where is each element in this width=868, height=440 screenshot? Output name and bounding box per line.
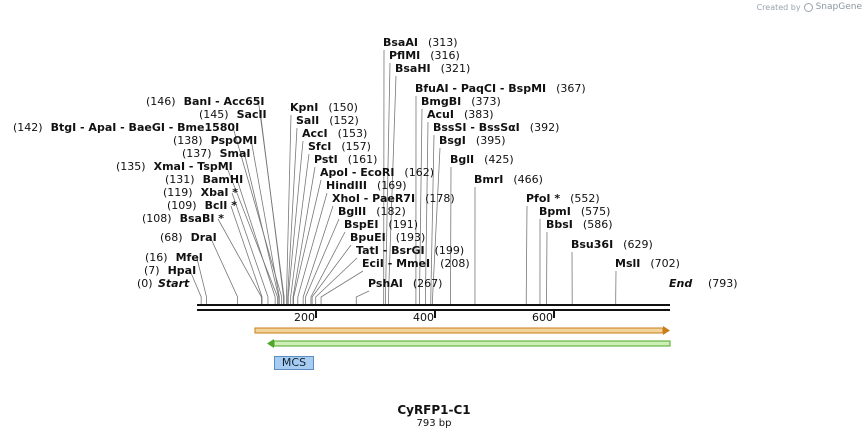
sequence-length: 793 bp xyxy=(416,418,452,429)
scale-tick-label: 200 xyxy=(294,311,315,324)
site-label-tati-bsrgi[interactable]: TatI - BsrGI (199) xyxy=(356,244,464,257)
site-label-xmai-tspmi[interactable]: (135) XmaI - TspMI xyxy=(116,160,233,173)
site-leader-line xyxy=(217,218,262,305)
site-label-bspei[interactable]: BspEI (191) xyxy=(344,218,418,231)
leader-lines xyxy=(189,49,617,305)
reverse-feature-arrow[interactable] xyxy=(267,339,671,348)
site-label-psti[interactable]: PstI (161) xyxy=(314,153,377,166)
site-label-mfei[interactable]: (16) MfeI xyxy=(145,251,203,264)
site-leader-line xyxy=(293,179,322,305)
site-label-bglii[interactable]: BglII (182) xyxy=(338,205,406,218)
site-label-xhoi-paer7i[interactable]: XhoI - PaeR7I (178) xyxy=(332,192,455,205)
start-label: Start xyxy=(158,277,190,290)
site-leader-line xyxy=(419,108,423,305)
site-label-acui[interactable]: AcuI (383) xyxy=(427,108,494,121)
site-leader-line xyxy=(260,114,284,305)
site-label-bbsi[interactable]: BbsI (586) xyxy=(546,218,613,231)
site-label-acci[interactable]: AccI (153) xyxy=(302,127,367,140)
snapgene-credit: Created by SnapGene xyxy=(757,2,862,12)
site-leader-line xyxy=(425,121,429,305)
sequence-name: CyRFP1-C1 xyxy=(397,403,471,417)
credit-brand: SnapGene xyxy=(815,2,862,12)
site-label-smai[interactable]: (137) SmaI xyxy=(182,147,251,160)
site-leader-line xyxy=(236,179,276,305)
site-label-bgli[interactable]: BglI (425) xyxy=(450,153,514,166)
site-leader-line xyxy=(226,166,278,305)
site-label-sfci[interactable]: SfcI (157) xyxy=(308,140,371,153)
site-label-bcli[interactable]: (109) BclI * xyxy=(167,199,237,212)
site-leader-line xyxy=(250,140,280,305)
site-leader-line xyxy=(286,114,292,305)
site-leader-line xyxy=(290,153,310,305)
site-label-pspomi[interactable]: (138) PspOMI xyxy=(173,134,257,147)
site-leader-line xyxy=(311,244,352,305)
site-leader-line xyxy=(305,218,340,305)
site-label-bsu36i[interactable]: Bsu36I (629) xyxy=(571,238,653,251)
site-label-pfoi[interactable]: PfoI * (552) xyxy=(526,192,600,205)
site-leader-line xyxy=(525,205,528,305)
end-position: (793) xyxy=(708,277,738,290)
site-leader-line xyxy=(287,140,304,305)
site-label-bani-acc65i[interactable]: (146) BanI - Acc65I xyxy=(146,95,265,108)
site-label-xbai[interactable]: (119) XbaI * xyxy=(163,186,238,199)
site-leader-line xyxy=(292,166,316,305)
site-leader-line xyxy=(430,134,435,305)
site-leader-line xyxy=(297,192,328,305)
site-label-msli[interactable]: MslI (702) xyxy=(615,257,680,270)
end-label: End xyxy=(669,277,692,290)
site-leader-line xyxy=(388,75,397,305)
site-label-bamhi[interactable]: (131) BamHI xyxy=(165,173,243,186)
credit-prefix: Created by xyxy=(756,2,801,12)
site-label-bsgi[interactable]: BsgI (395) xyxy=(439,134,506,147)
site-leader-line xyxy=(432,147,441,305)
mcs-feature[interactable]: MCS xyxy=(274,356,314,370)
site-label-pflmi[interactable]: PflMI (316) xyxy=(389,49,460,62)
scale-tick-label: 400 xyxy=(413,311,434,324)
site-label-bmri[interactable]: BmrI (466) xyxy=(474,173,543,186)
site-label-hpai[interactable]: (7) HpaI xyxy=(144,264,196,277)
site-label-bfuai-paqci-bspmi[interactable]: BfuAI - PaqCI - BspMI (367) xyxy=(415,82,586,95)
site-labels: BsaAI (313)PflMI (316)BsaHI (321) BfuAI - Pa… xyxy=(13,36,680,290)
site-label-kpni[interactable]: KpnI (150) xyxy=(290,101,358,114)
site-label-sacii[interactable]: (145) SacII xyxy=(199,108,267,121)
site-label-bsssi-bsss-i[interactable]: BssSI - BssSαI (392) xyxy=(433,121,559,134)
site-leader-line xyxy=(315,257,358,305)
snapgene-logo-icon xyxy=(803,2,813,12)
site-leader-line xyxy=(244,153,280,305)
site-leader-line xyxy=(302,205,334,305)
site-label-bmgbi[interactable]: BmgBI (373) xyxy=(421,95,501,108)
site-leader-line xyxy=(189,270,202,305)
site-leader-line xyxy=(210,237,238,305)
forward-feature-arrow[interactable] xyxy=(254,326,670,335)
site-leader-line xyxy=(231,192,269,305)
site-label-bsabi[interactable]: (108) BsaBI * xyxy=(142,212,224,225)
title-block: CyRFP1-C1 793 bp xyxy=(0,403,868,429)
site-leader-line xyxy=(320,270,364,305)
site-label-apoi-ecori[interactable]: ApoI - EcoRI (162) xyxy=(320,166,434,179)
site-leader-line xyxy=(232,127,283,305)
scale-tick-label: 600 xyxy=(532,311,553,324)
site-leader-line xyxy=(385,62,391,305)
site-leader-line xyxy=(287,127,298,305)
site-label-drai[interactable]: (68) DraI xyxy=(160,231,217,244)
site-label-bsaai[interactable]: BsaAI (313) xyxy=(383,36,458,49)
site-leader-line xyxy=(355,290,370,305)
start-position: (0) xyxy=(137,277,153,290)
site-leader-line xyxy=(230,205,263,305)
site-label-bpmi[interactable]: BpmI (575) xyxy=(539,205,610,218)
site-leader-line xyxy=(310,231,346,305)
site-leader-line xyxy=(450,166,452,305)
site-label-bsahi[interactable]: BsaHI (321) xyxy=(395,62,470,75)
site-leader-line xyxy=(196,257,207,305)
site-label-pshai[interactable]: PshAI (267) xyxy=(368,277,442,290)
site-label-hindiii[interactable]: HindIII (169) xyxy=(326,179,407,192)
site-label-btgi-apai-baegi-bme1580i[interactable]: (142) BtgI - ApaI - BaeGI - Bme1580I xyxy=(13,121,239,134)
site-label-sali[interactable]: SalI (152) xyxy=(296,114,359,127)
site-label-ecii-mmei[interactable]: EciI - MmeI (208) xyxy=(362,257,470,270)
scale-ruler: 200 400 600 xyxy=(294,310,555,324)
site-label-bpuei[interactable]: BpuEI (193) xyxy=(350,231,425,244)
